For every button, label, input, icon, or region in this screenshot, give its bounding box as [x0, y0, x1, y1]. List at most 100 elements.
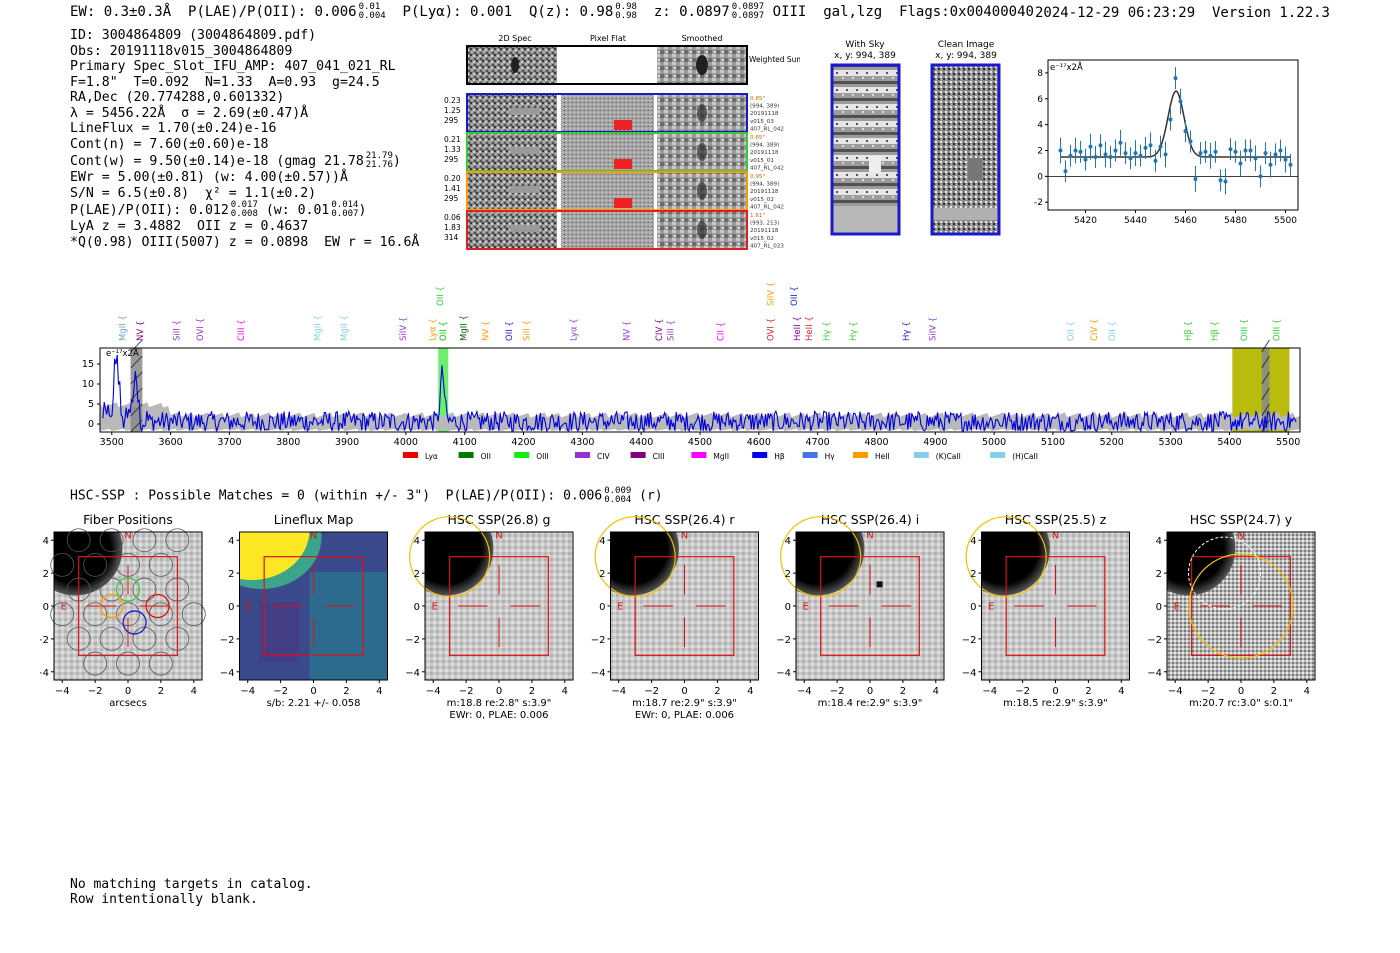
hsc-xtick-label: 4: [562, 686, 568, 697]
cutout-meta: 407_RL_023: [750, 243, 784, 249]
info-radec: RA,Dec (20.774288,0.601332): [70, 90, 285, 105]
hsc-panel-group: Fiber Positions N E −4 −4 −2 −2 0 0 2 2 4 4 arcsecs Li…: [40, 512, 1316, 721]
fiber-circle: [116, 602, 140, 627]
data-point: [1288, 162, 1293, 167]
hsc-caption-2: EWr: 0, PLAE: 0.006: [635, 710, 734, 721]
full-spectrum-chart: e⁻¹⁷x2Å 3500 3600 3700 3800 3900 4000 4100 4200 4…: [82, 282, 1301, 461]
weighted-sum-row: Weighted Sum: [466, 45, 800, 85]
mask-hatch: [130, 403, 143, 417]
cutout-meta: (993, 213): [750, 221, 779, 227]
fiber-circle: [83, 651, 108, 676]
flat-flag: [614, 198, 632, 208]
plae-lo: 0.004: [358, 11, 386, 21]
point-source: [876, 581, 883, 588]
legend-label: CIV: [597, 452, 610, 461]
line-id-label: Hγ {: [822, 321, 832, 341]
fiber-circle: [83, 552, 108, 577]
hsc-xtick-label: 0: [867, 686, 873, 697]
data-point: [1218, 178, 1223, 183]
hsc-title-lo: 0.004: [604, 495, 632, 505]
footer: No matching targets in catalog. Row inte…: [70, 877, 313, 907]
cutout-stat: 295: [444, 194, 459, 203]
cutout-meta: 0.85": [750, 96, 765, 102]
hsc-xtick-label: −2: [1015, 686, 1030, 697]
spec-ytick-label: 0: [88, 419, 94, 430]
fiber-circle: [66, 577, 91, 602]
zoom-ytick-label: 6: [1037, 95, 1043, 105]
hsc-ytick-label: −2: [776, 635, 791, 646]
mask-hatch: [1261, 371, 1270, 385]
data-point: [1143, 145, 1148, 150]
north-label: N: [1052, 531, 1059, 542]
hsc-panels: Fiber Positions N E −4 −4 −2 −2 0 0 2 2 4 4 arcsecs Li…: [40, 512, 1316, 721]
qz-hi: 0.98: [615, 2, 637, 12]
line-id-label: Lyα {: [570, 318, 580, 341]
data-point: [1273, 152, 1278, 157]
info-id: ID: 3004864809 (3004864809.pdf): [70, 28, 317, 43]
line-id-label: Hβ {: [1211, 321, 1221, 341]
aperture-rect: [449, 556, 549, 656]
spec-xtick-label: 5100: [1041, 437, 1065, 448]
line-id-label: OIII {: [1272, 319, 1282, 341]
hsc-caption-1: arcsecs: [109, 698, 147, 709]
col-pixel-flat: Pixel Flat: [590, 34, 626, 43]
masked-region: [1261, 348, 1270, 432]
aperture-rect: [263, 556, 364, 656]
cutout-stat: 0.23: [444, 96, 461, 105]
lineflux-mid: [309, 572, 388, 680]
hsc-xtick-label: 2: [1085, 686, 1091, 697]
cutout-stat: 295: [444, 116, 459, 125]
line-id-label: NV {: [136, 321, 146, 341]
hsc-xtick-label: 2: [1271, 686, 1277, 697]
cutout-meta: v015_01: [750, 158, 774, 164]
hsc-xtick-label: −2: [88, 686, 103, 697]
data-point: [1098, 143, 1103, 148]
aperture-box: [820, 556, 920, 656]
line-id-label: NV {: [481, 321, 491, 341]
spec-xtick-label: 5300: [1158, 437, 1182, 448]
contw-text: Cont(w) = 9.50(±0.14)e-18 (gmag 21.78: [70, 154, 364, 169]
z-hi: 0.0897: [731, 2, 765, 12]
spectrum-line: [102, 354, 1297, 433]
zoom-xtick-label: 5480: [1224, 216, 1247, 226]
cutout-meta: 1.61": [750, 213, 765, 219]
line-id-label: MgII {: [460, 315, 470, 341]
fiber-circle: [116, 651, 140, 676]
east-label: E: [1174, 601, 1180, 612]
source-ellipse: [594, 516, 676, 598]
data-point: [1138, 153, 1143, 158]
hsc-xtick-label: −4: [982, 686, 997, 697]
hsc-panel: HSC SSP(26.4) i N E −4 −4 −2 −2 0 0 2 2 4 4 m:18.4 re…: [776, 512, 945, 709]
hsc-ytick-label: −4: [405, 668, 420, 679]
line-id-label: SiIV {: [399, 317, 409, 341]
spec-xtick-label: 4700: [806, 437, 830, 448]
north-label: N: [310, 531, 317, 542]
zoom-xtick-label: 5500: [1274, 216, 1297, 226]
zoom-ylabel: e⁻¹⁷x2Å: [1050, 61, 1083, 73]
legend-label: Lyα: [425, 452, 438, 461]
fiber-circle: [165, 528, 190, 553]
hsc-panel: Fiber Positions N E −4 −4 −2 −2 0 0 2 2 4 4 arcsecs: [40, 512, 206, 709]
bright-source: [796, 532, 865, 596]
hsc-ytick-label: −2: [1147, 635, 1162, 646]
hsc-caption-2: EWr: 0, PLAE: 0.006: [449, 710, 548, 721]
cutout-flat: [561, 211, 654, 249]
legend-swatch: [691, 452, 707, 458]
hsc-xtick-label: 0: [496, 686, 502, 697]
data-point: [1108, 154, 1113, 159]
hsc-panel-title: HSC SSP(25.5) z: [1005, 512, 1107, 527]
cutout-meta: (994, 389): [750, 104, 779, 110]
cutout-2d-mark: [510, 186, 540, 193]
data-point: [1213, 149, 1218, 154]
spec-xtick-label: 5500: [1276, 437, 1300, 448]
hsc-ytick-label: 0: [43, 602, 49, 613]
hsc-xtick-label: 4: [1304, 686, 1310, 697]
data-point: [1283, 157, 1288, 162]
spec-xtick-label: 4900: [923, 437, 947, 448]
data-point: [1073, 148, 1078, 153]
hsc-xtick-label: 0: [681, 686, 687, 697]
hsc-xtick-label: 4: [376, 686, 382, 697]
spec-xtick-label: 4400: [629, 437, 653, 448]
info-fiber: F=1.8" T=0.092 N=1.33 A=0.93 g=24.5: [70, 74, 380, 90]
